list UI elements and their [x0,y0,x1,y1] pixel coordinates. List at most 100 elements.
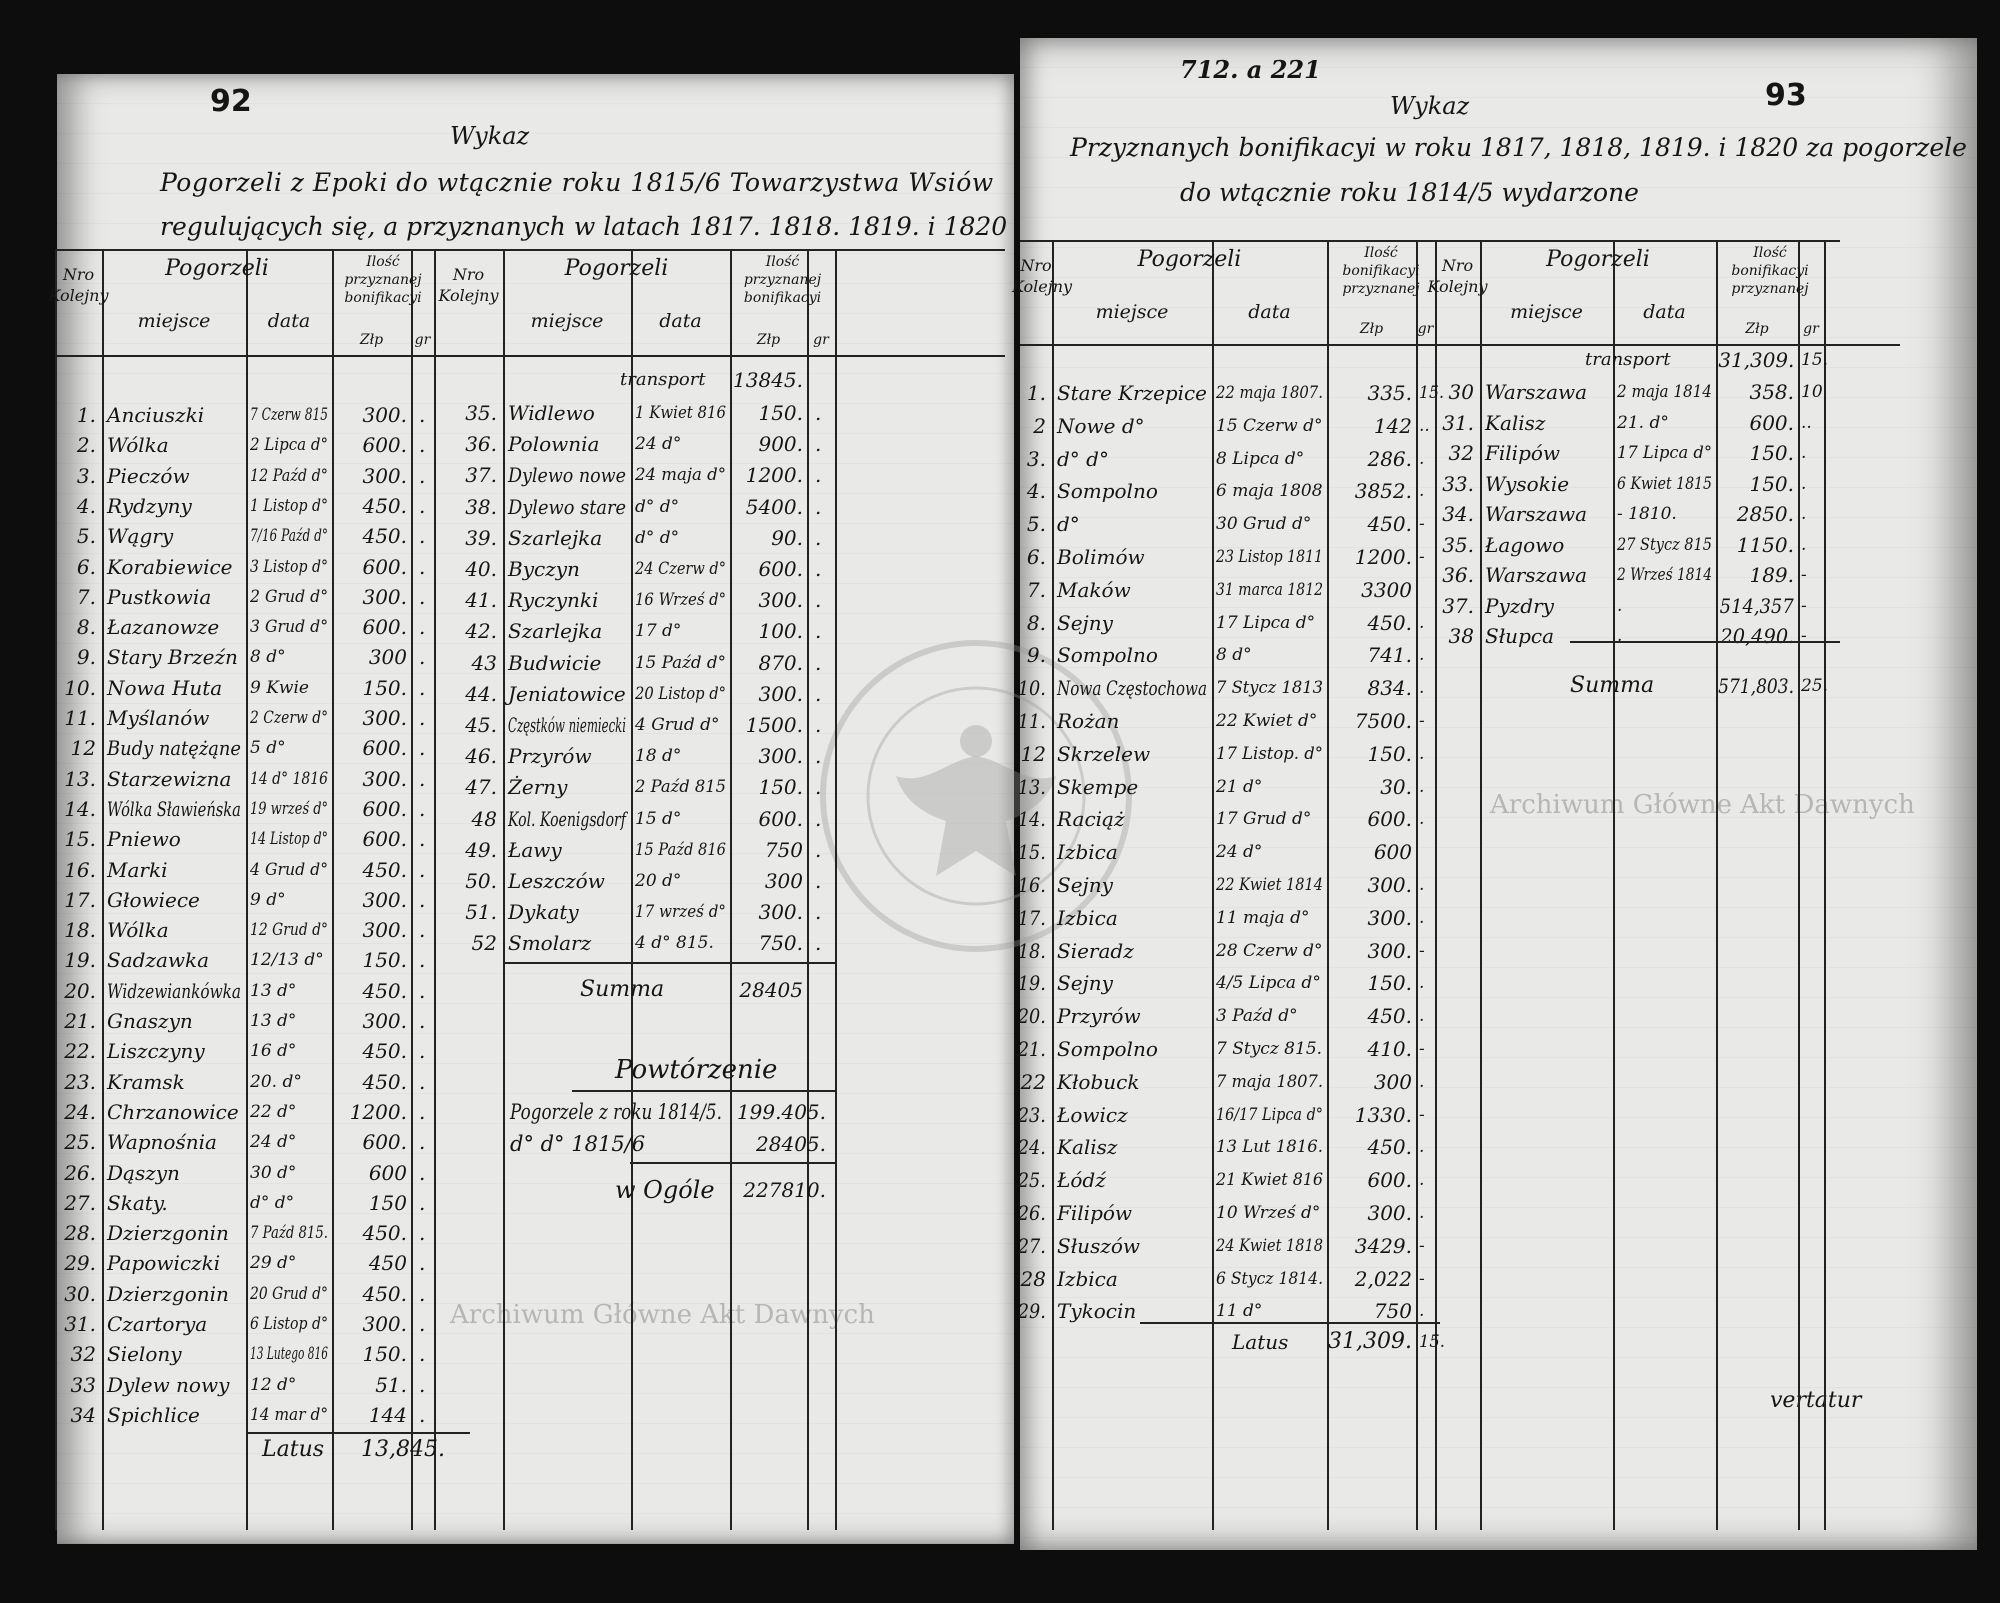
row-amount-gr: 10 [1801,382,1823,402]
row-amount-gr-dot: . [815,713,822,737]
row-amount-zlp: 750 [764,837,803,862]
row-amount-gr-dot: . [419,675,426,700]
column-rule [503,249,505,1530]
row-date: 7 maja 1807. [1216,1071,1324,1092]
column-rule [246,249,248,1530]
header-ilosc: Ilość bonifikacyi przyznanej [1731,245,1809,298]
row-place: Łazanowze [107,615,220,640]
row-amount-gr-dot: . [419,1160,426,1185]
row-date: 4/5 Lipca d° [1216,973,1321,994]
row-amount-zlp: 600. [1367,1168,1412,1193]
total-value: 227810. [743,1178,826,1202]
row-amount-gr-dot: . [419,1009,426,1033]
row-date: 31 marca 1812 [1216,579,1324,600]
row-date: 6 Stycz 1814. [1216,1268,1324,1289]
table-top-rule [55,249,1005,251]
row-place: Przyrów [1057,1004,1141,1029]
row-amount-gr: - [1419,547,1425,567]
row-number: 11. [1018,709,1046,733]
row-date: 14 mar d° [250,1404,329,1425]
row-date: 2 Grud d° [250,586,329,607]
row-amount-gr: .. [1801,412,1812,433]
summa-label: Summa [580,977,665,1002]
latus-rule [1140,1322,1440,1324]
row-place: Nowa Częstochowa [1057,676,1207,701]
row-date: 30 Grud d° [1216,514,1312,535]
row-date: 29 d° [250,1253,297,1274]
row-number: 19. [1018,971,1046,996]
row-place: Izbica [1057,840,1118,865]
row-number: 47. [465,775,497,800]
row-place: Filipów [1485,441,1561,465]
row-amount-zlp: 300. [1367,938,1412,963]
row-amount-zlp: 90. [771,525,803,550]
row-amount-zlp: 335. [1367,381,1412,405]
total-rule [630,1162,835,1164]
row-place: Łagowo [1485,532,1565,557]
row-amount-zlp: 1200. [1354,545,1412,569]
watermark-text-right: Archiwum Główne Akt Dawnych [1490,790,1915,820]
row-date: 22 Kwiet d° [1216,711,1318,731]
row-date: 6 Kwiet 1815 [1617,473,1713,494]
row-place: Nowa Huta [107,675,223,700]
latus-label: Latus [1232,1330,1289,1354]
latus-label: Latus [262,1437,325,1462]
row-number: 35. [1442,532,1474,557]
row-place: Byczyn [508,557,580,581]
row-number: 35. [465,401,497,425]
row-date: 24 d° [1216,842,1263,863]
row-number: 8. [1026,610,1046,635]
column-rule [1416,240,1418,1530]
row-number: 1. [76,403,96,427]
row-amount-gr-dot: . [419,948,426,973]
column-rule [1435,240,1437,1530]
row-amount-zlp: 300. [362,403,407,427]
row-amount-gr: - [1801,595,1807,616]
row-amount-gr-dot: . [419,706,426,730]
row-amount-gr-dot: . [815,494,822,519]
row-date: 22 maja 1807. [1216,383,1323,403]
row-date: 21. d° [1617,412,1669,433]
row-amount-gr: - [1419,1235,1425,1256]
row-number: 44. [465,681,497,706]
row-amount-zlp: 150. [1749,441,1794,465]
right-title-line1: Przyznanych bonifikacyi w roku 1817, 181… [1070,133,1967,162]
header-ilosc: Ilość przyznanej bonifikacyi [344,254,422,307]
row-amount-gr-dot: . [419,1039,426,1064]
row-place: Dzierzgonin [107,1281,229,1306]
row-amount-zlp: 300. [362,463,407,488]
row-number: 32 [1448,441,1474,465]
row-place: Pustkowia [107,584,212,609]
row-amount-zlp: 5400. [745,494,803,519]
row-amount-zlp: 450. [362,1039,407,1064]
row-place: d° [1057,512,1080,537]
row-amount-zlp: 300. [1367,873,1412,897]
transport-label: transport [1585,349,1671,370]
row-amount-gr-dot: . [419,1372,426,1397]
row-place: Maków [1057,577,1131,602]
header-miejsce: miejsce [137,310,211,332]
row-place: Częstków niemiecki [508,713,626,737]
column-rule [835,249,837,1530]
row-amount-gr-dot: . [419,524,426,549]
row-place: Budwicie [508,650,602,675]
row-number: 1. [1026,381,1046,405]
row-date: 2 Czerw d° [250,708,329,728]
row-place: Marki [107,857,168,882]
header-zlp: Złp [359,332,384,348]
row-amount-zlp: 450. [362,1069,407,1094]
row-amount-gr: - [1801,565,1807,585]
row-place: Anciuszki [107,403,205,427]
row-place: Pniewo [107,827,181,852]
row-amount-gr: . [1419,1006,1425,1027]
row-place: Rydzyny [107,493,192,518]
row-date: . [1617,595,1623,616]
header-zlp: Złp [756,332,781,348]
row-amount-zlp: 600. [362,554,407,579]
row-place: Kol. Koenigsdorf [508,806,626,831]
row-number: 42. [465,619,497,644]
row-amount-zlp: 450. [362,978,407,1003]
row-date: 12/13 d° [250,950,324,971]
row-place: Filipów [1057,1201,1133,1225]
row-amount-gr: . [1419,973,1425,994]
